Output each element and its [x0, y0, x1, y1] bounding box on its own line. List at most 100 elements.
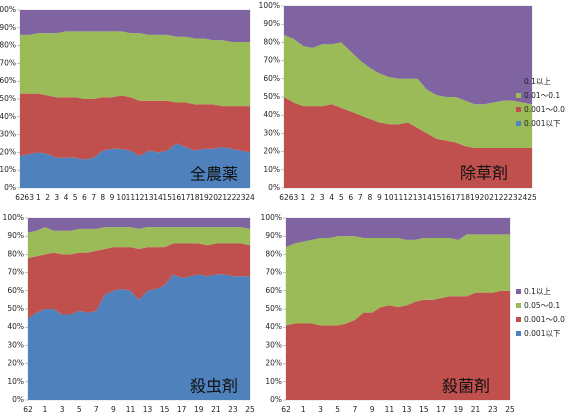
y-tick-label: 80%	[263, 37, 280, 46]
y-tick-label: 0%	[4, 183, 16, 192]
x-tick-label: 25	[505, 405, 515, 414]
x-tick-label: 9	[110, 193, 115, 202]
legend-swatch	[516, 331, 521, 336]
y-tick-label: 90%	[265, 231, 282, 240]
y-tick-label: 0%	[268, 183, 280, 192]
y-tick-label: 40%	[263, 110, 280, 119]
area-series	[284, 35, 532, 148]
x-tick-label: 25	[245, 405, 255, 414]
x-tick-label: 4	[64, 193, 69, 202]
x-tick-label: 15	[160, 405, 170, 414]
x-tick-label: 1	[43, 405, 48, 414]
y-tick-label: 100%	[261, 213, 282, 222]
legend-swatch	[516, 93, 521, 98]
area-series	[20, 31, 250, 107]
y-tick-label: 40%	[7, 322, 24, 331]
x-tick-label: 3	[60, 405, 65, 414]
x-tick-label: 7	[353, 405, 358, 414]
x-tick-label: 21	[218, 193, 228, 202]
x-tick-label: 17	[436, 405, 446, 414]
legend-label: 0.05～0.1	[524, 301, 560, 310]
chart-title: 全農薬	[190, 165, 238, 184]
x-tick-label: 15	[162, 193, 172, 202]
y-tick-label: 70%	[7, 268, 24, 277]
x-tick-label: 7	[91, 193, 96, 202]
y-tick-label: 0%	[270, 395, 282, 404]
area-series	[28, 243, 250, 319]
chart-title: 殺菌剤	[442, 377, 490, 396]
x-tick-label: 23	[228, 405, 238, 414]
y-tick-label: 0%	[12, 395, 24, 404]
x-tick-label: 8	[100, 193, 105, 202]
x-tick-label: 11	[126, 405, 136, 414]
y-tick-label: 70%	[263, 56, 280, 65]
y-tick-label: 50%	[7, 304, 24, 313]
x-tick-label: 62	[23, 405, 33, 414]
x-tick-label: 5	[73, 193, 78, 202]
y-tick-label: 100%	[0, 5, 16, 14]
y-tick-label: 20%	[7, 359, 24, 368]
x-tick-label: 15	[419, 405, 429, 414]
y-tick-label: 30%	[265, 340, 282, 349]
x-tick-label: 62	[15, 193, 25, 202]
x-tick-label: 3	[54, 193, 59, 202]
x-tick-label: 21	[489, 193, 499, 202]
legend-label: 0.001～0.01	[524, 315, 566, 324]
x-tick-label: 19	[194, 405, 204, 414]
y-tick-label: 70%	[0, 58, 16, 67]
y-tick-label: 40%	[265, 322, 282, 331]
y-tick-label: 50%	[0, 94, 16, 103]
x-tick-label: 19	[199, 193, 209, 202]
x-tick-label: 5	[339, 193, 344, 202]
x-tick-label: 6	[82, 193, 87, 202]
x-tick-label: 1	[301, 405, 306, 414]
y-tick-label: 30%	[263, 128, 280, 137]
x-tick-label: 11	[126, 193, 136, 202]
area-series	[286, 234, 510, 326]
y-tick-label: 30%	[7, 340, 24, 349]
y-tick-label: 20%	[265, 359, 282, 368]
x-tick-label: 10	[384, 193, 394, 202]
legend-label: 0.1以上	[524, 77, 551, 86]
x-tick-label: 1	[36, 193, 41, 202]
legend-swatch	[516, 107, 521, 112]
x-tick-label: 10	[116, 193, 126, 202]
x-tick-label: 2	[45, 193, 50, 202]
x-tick-label: 17	[451, 193, 461, 202]
x-tick-label: 19	[470, 193, 480, 202]
x-tick-label: 19	[454, 405, 464, 414]
area-series	[28, 218, 250, 233]
area-series	[20, 143, 250, 188]
y-tick-label: 40%	[0, 112, 16, 121]
x-tick-label: 12	[403, 193, 413, 202]
y-tick-label: 10%	[7, 377, 24, 386]
y-tick-label: 100%	[259, 1, 280, 10]
x-tick-label: 21	[471, 405, 481, 414]
area-series	[20, 93, 250, 160]
y-tick-label: 20%	[263, 147, 280, 156]
x-tick-label: 13	[143, 405, 153, 414]
y-tick-label: 90%	[7, 231, 24, 240]
area-series	[20, 10, 250, 43]
x-tick-label: 3	[320, 193, 325, 202]
legend-label: 0.001～0.01	[524, 105, 566, 114]
x-tick-label: 23	[508, 193, 518, 202]
x-tick-label: 63	[24, 193, 34, 202]
x-tick-label: 62	[281, 405, 291, 414]
y-tick-label: 80%	[0, 41, 16, 50]
legend-label: 0.001以下	[524, 119, 561, 128]
x-tick-label: 25	[527, 193, 537, 202]
x-tick-label: 11	[394, 193, 404, 202]
x-tick-label: 23	[236, 193, 246, 202]
area-series	[28, 227, 250, 259]
y-tick-label: 90%	[263, 19, 280, 28]
x-tick-label: 13	[402, 405, 412, 414]
x-tick-label: 7	[358, 193, 363, 202]
x-tick-label: 18	[460, 193, 470, 202]
x-tick-label: 20	[480, 193, 490, 202]
x-tick-label: 7	[94, 405, 99, 414]
legend-swatch	[516, 303, 521, 308]
x-tick-label: 14	[153, 193, 163, 202]
x-tick-label: 62	[279, 193, 289, 202]
y-tick-label: 50%	[263, 92, 280, 101]
